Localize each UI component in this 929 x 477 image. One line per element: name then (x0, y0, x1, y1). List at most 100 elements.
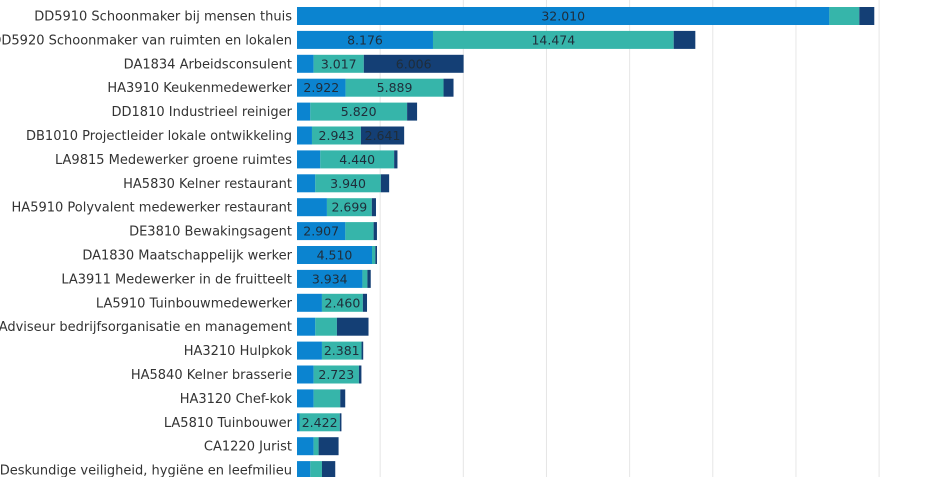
bar-segment[interactable] (407, 102, 418, 121)
bar-segment[interactable] (315, 174, 381, 193)
bar-segment[interactable] (297, 54, 314, 73)
bar-segment[interactable] (311, 126, 361, 145)
data-label: 2.422 (302, 415, 338, 430)
category-label: DD5910 Schoonmaker bij mensen thuis (34, 10, 292, 25)
data-label: 2.907 (303, 224, 339, 239)
bar-segment[interactable] (321, 461, 336, 477)
category-label: HA5910 Polyvalent medewerker restaurant (12, 201, 292, 216)
bar-segment[interactable] (363, 54, 464, 73)
category-label: HA3210 Hulpkok (184, 344, 293, 359)
bar-segment[interactable] (345, 78, 444, 97)
bar-segment[interactable] (313, 365, 359, 384)
category-label: LA9815 Medewerker groene ruimtes (55, 153, 292, 168)
bar-segment[interactable] (310, 461, 322, 477)
bar-segment[interactable] (340, 389, 346, 408)
data-label: 2.699 (331, 200, 367, 215)
category-label: LA5910 Tuinbouwmedewerker (96, 296, 293, 311)
bar-segment[interactable] (318, 437, 339, 456)
bar-segment[interactable] (297, 293, 322, 312)
bar-segment[interactable] (297, 461, 311, 477)
bar-segment[interactable] (829, 7, 860, 25)
bar-segment[interactable] (432, 30, 674, 49)
bar-segment[interactable] (297, 7, 830, 25)
bar-segment[interactable] (299, 413, 340, 432)
bar-segment[interactable] (297, 365, 314, 384)
category-label: LA5810 Tuinbouwer (164, 416, 293, 431)
bar-segment[interactable] (373, 222, 377, 241)
category-label: DE3810 Bewakingsagent (129, 225, 292, 240)
bar-segment[interactable] (859, 7, 875, 25)
bar-segment[interactable] (345, 222, 374, 241)
bar-segment[interactable] (313, 389, 341, 408)
bar-segment[interactable] (297, 174, 316, 193)
bar-segment[interactable] (394, 150, 398, 169)
bar-segment[interactable] (297, 389, 314, 408)
bar-segment[interactable] (321, 293, 363, 312)
bar-segment[interactable] (358, 365, 362, 384)
category-label: DA1830 Maatschappelijk werker (82, 249, 292, 264)
data-label: 2.381 (324, 343, 360, 358)
category-label: DB1010 Projectleider lokale ontwikkeling (26, 129, 292, 144)
category-label: LA3911 Medewerker in de fruitteelt (61, 272, 292, 287)
category-label: HA5840 Kelner brasserie (131, 368, 292, 383)
bars (297, 7, 875, 477)
bar-segment[interactable] (362, 293, 368, 312)
data-label: 3.017 (321, 56, 357, 71)
bar-segment[interactable] (372, 246, 376, 264)
gridlines (379, 0, 880, 477)
bar-segment[interactable] (297, 437, 314, 456)
data-label: 8.176 (347, 32, 383, 47)
bar-segment[interactable] (380, 174, 390, 193)
data-label: 6.006 (396, 56, 432, 71)
bar-segment[interactable] (297, 269, 363, 288)
data-label: 4.440 (339, 152, 375, 167)
bar-segment[interactable] (297, 102, 311, 121)
bar-segment[interactable] (297, 126, 312, 145)
bar-segment[interactable] (371, 198, 376, 217)
bar-segment[interactable] (297, 341, 322, 360)
bar-segment[interactable] (320, 150, 395, 169)
bar-segment[interactable] (360, 126, 405, 145)
bar-segment[interactable] (297, 78, 346, 97)
bar-segment[interactable] (367, 269, 371, 288)
bar-segment[interactable] (297, 222, 346, 241)
category-label: DA1834 Arbeidsconsulent (124, 57, 292, 72)
category-label: HA5830 Kelner restaurant (123, 177, 292, 192)
data-label: 14.474 (531, 32, 575, 47)
data-label: 3.934 (312, 271, 348, 286)
bar-segment[interactable] (313, 437, 319, 456)
bar-segment[interactable] (297, 317, 316, 336)
category-label: DD5920 Schoonmaker van ruimten en lokale… (0, 33, 292, 48)
bar-segment[interactable] (310, 102, 408, 121)
bar-segment[interactable] (375, 246, 377, 264)
data-label: 3.940 (330, 176, 366, 191)
data-label: 4.510 (317, 248, 353, 263)
category-labels: DD5910 Schoonmaker bij mensen thuis DD592… (0, 10, 293, 477)
bar-segment[interactable] (443, 78, 454, 97)
data-label: 32.010 (541, 9, 585, 24)
bar-segment[interactable] (297, 150, 321, 169)
bar-segment[interactable] (297, 198, 327, 217)
bar-segment[interactable] (297, 246, 373, 264)
bar-segment[interactable] (297, 413, 300, 432)
category-label: HA3120 Chef-kok (180, 392, 293, 407)
category-label: CA1220 Jurist (204, 440, 292, 455)
data-label: 5.820 (341, 104, 377, 119)
data-labels: 32.010 8.176 14.474 3.017 6.006 2.922 5.8895.8… (302, 9, 585, 430)
bar-segment[interactable] (326, 198, 372, 217)
bar-segment[interactable] (297, 30, 433, 49)
bar-segment[interactable] (361, 341, 364, 360)
bar-segment[interactable] (339, 413, 342, 432)
bar-segment[interactable] (313, 54, 364, 73)
category-label: Deskundige veiligheid, hygiëne en leefmi… (0, 464, 292, 477)
data-label: 2.641 (365, 128, 401, 143)
bar-segment[interactable] (362, 269, 368, 288)
bar-segment[interactable] (336, 317, 369, 336)
category-label: DD1810 Industrieel reiniger (112, 105, 293, 120)
data-label: 2.460 (325, 295, 361, 310)
bar-segment[interactable] (315, 317, 337, 336)
bar-segment[interactable] (321, 341, 362, 360)
bar-segment[interactable] (673, 30, 696, 49)
data-label: 5.889 (377, 80, 413, 95)
